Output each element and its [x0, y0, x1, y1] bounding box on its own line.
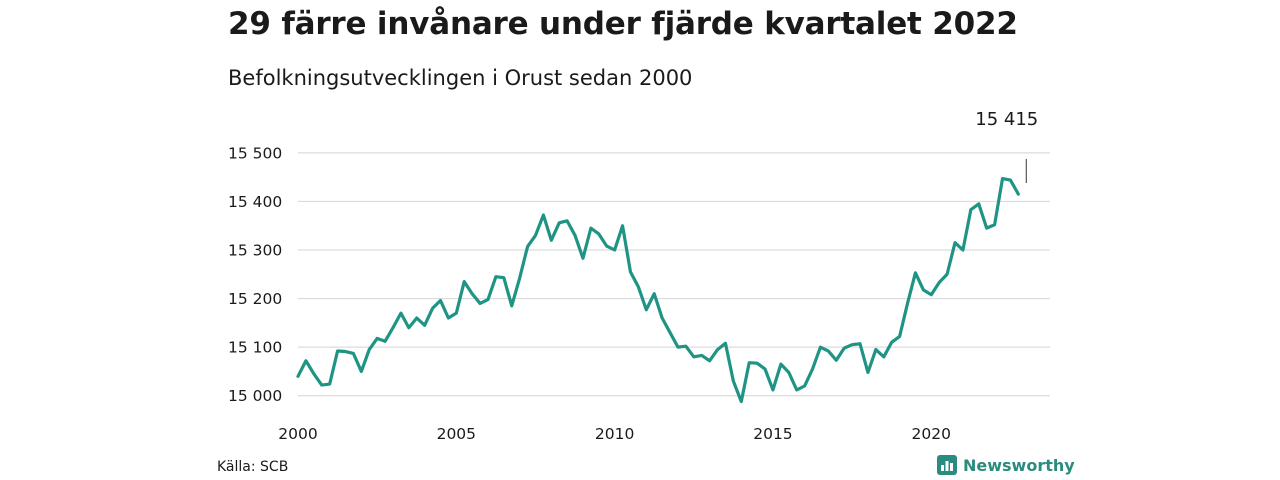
grid-lines: [298, 152, 1050, 397]
chart-subtitle: Befolkningsutvecklingen i Orust sedan 20…: [228, 66, 693, 90]
y-axis-ticks: 15 000 15 100 15 200 15 300 15 400 15 500: [228, 144, 282, 405]
source-note: Källa: SCB: [217, 459, 289, 475]
y-tick-label: 15 500: [228, 144, 282, 162]
brand-name: Newsworthy: [963, 455, 1075, 475]
x-tick-label: 2010: [595, 425, 634, 443]
y-tick-label: 15 000: [228, 387, 282, 405]
x-tick-label: 2005: [437, 425, 476, 443]
annotation-label: 15 415: [975, 109, 1038, 130]
last-value-annotation: 15 415: [975, 109, 1038, 183]
x-tick-label: 2020: [912, 425, 951, 443]
x-axis-ticks: 2000 2005 2010 2015 2020: [278, 425, 951, 443]
series-group: [296, 177, 1020, 404]
population-line: [296, 177, 1020, 404]
x-tick-label: 2015: [753, 425, 792, 443]
brand-logo: Newsworthy: [937, 455, 1075, 475]
y-tick-label: 15 300: [228, 242, 282, 260]
y-tick-label: 15 400: [228, 193, 282, 211]
y-tick-label: 15 200: [228, 290, 282, 308]
x-tick-label: 2000: [278, 425, 317, 443]
bar-chart-icon: [937, 455, 957, 475]
chart-title: 29 färre invånare under fjärde kvartalet…: [228, 6, 1018, 42]
y-tick-label: 15 100: [228, 339, 282, 357]
